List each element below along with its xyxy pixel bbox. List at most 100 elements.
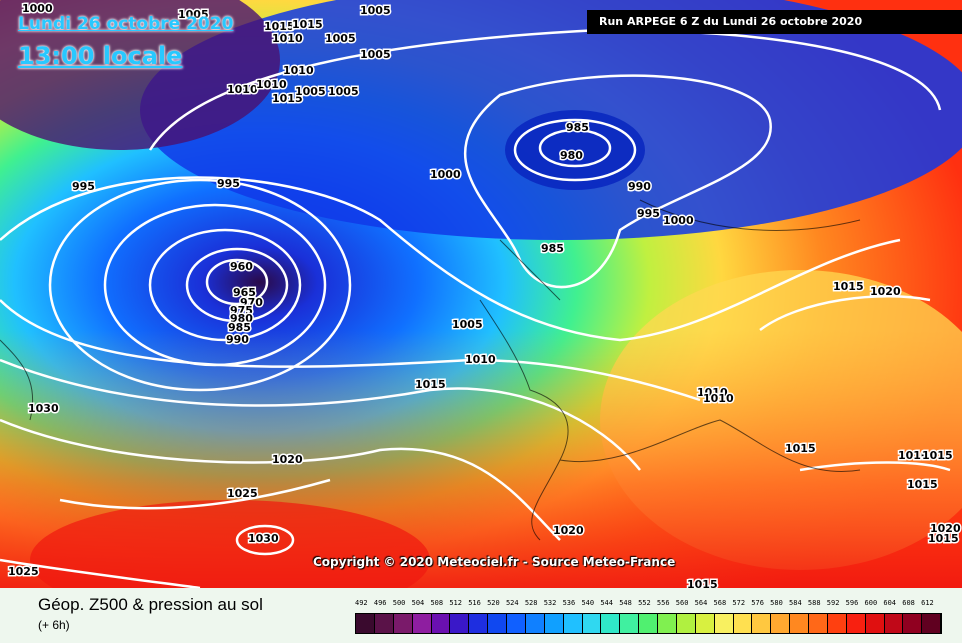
scale-swatch <box>507 614 526 633</box>
scale-value-label: 588 <box>807 599 821 607</box>
isobar-label: 1015 <box>833 280 864 293</box>
scale-value-label: 540 <box>581 599 595 607</box>
isobars <box>0 28 951 588</box>
isobar-label: 1005 <box>360 48 391 61</box>
isobar-label: 965 <box>233 286 256 299</box>
isobar-label: 1020 <box>870 285 901 298</box>
scale-swatch <box>525 614 545 633</box>
forecast-map: 1000 1005 1005 1015 1015 1010 1005 1005 … <box>0 0 962 588</box>
scale-value-label: 508 <box>430 599 444 607</box>
scale-swatch <box>639 614 658 633</box>
scale-value-label: 524 <box>505 599 519 607</box>
isobar-label: 990 <box>226 333 249 346</box>
scale-value-label: 504 <box>411 599 425 607</box>
isobar-label: 1015 <box>687 578 718 588</box>
isobar-label: 1025 <box>227 487 258 500</box>
isobar-label: 1030 <box>28 402 59 415</box>
isobar-label: 1005 <box>178 8 209 21</box>
isobar-label: 1005 <box>360 4 391 17</box>
isobar-label: 995 <box>217 177 240 190</box>
scale-value-label: 568 <box>713 599 727 607</box>
isobar-label: 1010 <box>272 32 303 45</box>
scale-swatch <box>809 614 828 633</box>
isobar-label: 1010 <box>256 78 287 91</box>
scale-value-label: 520 <box>487 599 500 607</box>
isobar-label: 1015 <box>272 92 303 105</box>
scale-value-label: 528 <box>524 599 538 607</box>
scale-value-label: 608 <box>902 599 915 607</box>
isobar-label: 1015 <box>415 378 446 391</box>
isobar-label: 1025 <box>8 565 39 578</box>
isobar-label: 1020 <box>930 522 961 535</box>
scale-value-label: 516 <box>468 599 481 607</box>
scale-swatch <box>393 614 413 633</box>
scale-swatch <box>846 614 866 633</box>
isobar-label: 1010 <box>465 353 496 366</box>
scale-swatch <box>356 614 375 633</box>
isobar-label: 1005 <box>328 85 359 98</box>
scale-swatch <box>733 614 753 633</box>
scale-swatch <box>431 614 451 633</box>
color-scale-labels: 492 496 500 504 508 512 516 520 524 528 532 536 540 5… <box>355 599 945 611</box>
isobar-label: 1000 <box>22 2 53 15</box>
isobar-label: 970 <box>240 296 263 309</box>
scale-swatch <box>903 614 923 633</box>
scale-value-label: 564 <box>694 599 708 607</box>
run-info-banner: Run ARPEGE 6 Z du Lundi 26 octobre 2020 <box>587 10 962 34</box>
scale-swatch <box>563 614 583 633</box>
scale-value-label: 580 <box>770 599 783 607</box>
coastlines <box>0 199 861 541</box>
isobar-label: 1020 <box>553 524 584 537</box>
isobar-label: 1010 <box>697 386 728 399</box>
scale-value-label: 512 <box>449 599 462 607</box>
isobar-label: 985 <box>541 242 564 255</box>
isobar-labels: 1000 1005 1005 1015 1015 1010 1005 1005 … <box>7 1 962 589</box>
isobar-label: 1005 <box>452 318 483 331</box>
scale-value-label: 576 <box>751 599 764 607</box>
isobar-label: 1020 <box>272 453 303 466</box>
isobar-label: 1005 <box>325 32 356 45</box>
isobar-label: 980 <box>560 149 583 162</box>
copyright-notice: Copyright © 2020 Meteociel.fr - Source M… <box>313 555 676 569</box>
scale-value-label: 496 <box>373 599 387 607</box>
isobar-label: 985 <box>566 121 589 134</box>
scale-swatch <box>790 614 809 633</box>
scale-value-label: 532 <box>543 599 557 607</box>
scale-value-label: 592 <box>826 599 840 607</box>
scale-swatch <box>620 614 640 633</box>
isobar-label: 1015 <box>785 442 816 455</box>
isobar-label: 1015 <box>907 478 938 491</box>
map-date-title: Lundi 26 octobre 2020 <box>18 14 234 34</box>
isobar-label: 1030 <box>248 532 279 545</box>
isobar-label: 1015 <box>264 20 295 33</box>
scale-swatch <box>695 614 715 633</box>
isobar-label: 1010 <box>703 392 734 405</box>
isobar-label: 995 <box>637 207 660 220</box>
scale-value-label: 596 <box>845 599 859 607</box>
isobar-label: 995 <box>72 180 95 193</box>
scale-value-label: 536 <box>562 599 576 607</box>
scale-swatch <box>412 614 432 633</box>
isobar-label: 985 <box>228 321 251 334</box>
scale-swatch <box>884 614 904 633</box>
isobar-label: 1010 <box>898 449 929 462</box>
scale-swatch <box>714 614 734 633</box>
legend-subtitle: (+ 6h) <box>38 618 70 632</box>
isobar-label: 1000 <box>663 214 694 227</box>
scale-swatch <box>582 614 602 633</box>
scale-swatch <box>752 614 772 633</box>
scale-swatch <box>469 614 489 633</box>
scale-value-label: 584 <box>789 599 802 607</box>
isobar-label: 1015 <box>928 532 959 545</box>
scale-value-label: 548 <box>619 599 632 607</box>
scale-value-label: 572 <box>732 599 746 607</box>
isobar-label: 980 <box>230 312 253 325</box>
map-time-title: 13:00 locale <box>18 42 183 70</box>
scale-swatch <box>544 614 564 633</box>
scale-swatch <box>488 614 507 633</box>
scale-value-label: 552 <box>638 599 651 607</box>
scale-swatch <box>676 614 696 633</box>
isobar-label: 1015 <box>922 449 953 462</box>
color-scale-bar <box>355 613 942 634</box>
scale-swatch <box>450 614 470 633</box>
